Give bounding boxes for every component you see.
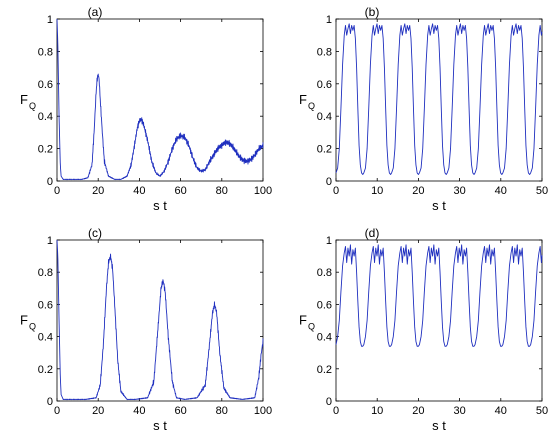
x-tick-label: 10	[371, 405, 383, 417]
y-tick-label: 0.8	[317, 46, 332, 58]
y-tick-label: 1	[47, 14, 53, 26]
y-tick-label: 0.8	[38, 46, 53, 58]
y-tick-label: 0.4	[317, 332, 332, 344]
y-tick-label: 0.2	[38, 364, 53, 376]
y-tick-label: 0.2	[38, 144, 53, 156]
axes-frame	[56, 18, 264, 182]
x-tick-label: 40	[133, 185, 145, 197]
x-tick-label: 0	[333, 405, 339, 417]
y-tick-label: 0.6	[317, 79, 332, 91]
y-axis-label-subscript: Q	[29, 101, 36, 111]
chart-panel-a: 0 20 40 60 80 100 0 0.2 0.4 0.6 0.8 1 s t F Q (a)	[20, 5, 272, 213]
y-tick-label: 0.8	[38, 267, 53, 279]
panel-label: (a)	[88, 5, 103, 19]
x-tick-label: 100	[254, 405, 272, 417]
x-tick-label: 40	[133, 405, 145, 417]
y-axis-label-subscript: Q	[308, 101, 315, 111]
y-axis-label: F	[20, 313, 28, 328]
y-tick-label: 0	[47, 396, 53, 408]
axes-frame	[56, 239, 264, 402]
x-axis-label: s t	[153, 198, 167, 213]
y-tick-label: 0.2	[317, 144, 332, 156]
y-tick-label: 0.6	[38, 299, 53, 311]
y-axis-label: F	[299, 313, 307, 328]
y-tick-label: 0.2	[317, 364, 332, 376]
y-tick-label: 0.4	[317, 111, 332, 123]
x-axis-label: s t	[432, 418, 446, 433]
y-tick-label: 0.4	[38, 111, 53, 123]
x-tick-label: 10	[371, 185, 383, 197]
x-tick-label: 0	[54, 405, 60, 417]
panel-label: (d)	[365, 226, 380, 240]
y-tick-label: 0.4	[38, 332, 53, 344]
x-tick-label: 20	[92, 185, 104, 197]
y-axis-label: F	[20, 92, 28, 107]
panel-label: (b)	[365, 5, 380, 19]
chart-panel-b: 0 10 20 30 40 50 0 0.2 0.4 0.6 0.8 1 s t F Q (b)	[299, 5, 548, 213]
series-line	[335, 23, 543, 175]
y-tick-label: 0	[326, 396, 332, 408]
chart-panel-d: 0 10 20 30 40 50 0 0.2 0.4 0.6 0.8 1 s t F Q (d)	[299, 226, 548, 433]
y-axis-label: F	[299, 92, 307, 107]
x-tick-label: 20	[412, 185, 424, 197]
series-line	[56, 18, 264, 181]
x-axis-label: s t	[432, 198, 446, 213]
y-tick-label: 1	[326, 14, 332, 26]
x-tick-label: 80	[216, 185, 228, 197]
axes-frame	[335, 18, 543, 182]
x-tick-label: 100	[254, 185, 272, 197]
y-tick-label: 0	[47, 176, 53, 188]
y-tick-label: 0.6	[38, 79, 53, 91]
x-tick-label: 0	[54, 185, 60, 197]
x-tick-label: 0	[333, 185, 339, 197]
axes-frame	[335, 239, 543, 402]
y-axis-label-subscript: Q	[308, 322, 315, 332]
y-tick-label: 1	[326, 235, 332, 247]
y-axis-label-subscript: Q	[29, 322, 36, 332]
y-tick-label: 0	[326, 176, 332, 188]
x-tick-label: 20	[412, 405, 424, 417]
x-tick-label: 80	[216, 405, 228, 417]
x-tick-label: 40	[495, 185, 507, 197]
x-tick-label: 40	[495, 405, 507, 417]
y-tick-label: 0.8	[317, 267, 332, 279]
series-line	[335, 244, 543, 347]
x-tick-label: 30	[453, 405, 465, 417]
x-tick-label: 50	[536, 405, 548, 417]
x-tick-label: 30	[453, 185, 465, 197]
y-tick-label: 1	[47, 235, 53, 247]
x-tick-label: 20	[92, 405, 104, 417]
x-tick-label: 60	[174, 185, 186, 197]
series-line	[56, 239, 264, 401]
y-tick-label: 0.6	[317, 299, 332, 311]
x-tick-label: 50	[536, 185, 548, 197]
panel-label: (c)	[88, 226, 102, 240]
x-axis-label: s t	[153, 418, 167, 433]
x-tick-label: 60	[174, 405, 186, 417]
chart-panel-c: 0 20 40 60 80 100 0 0.2 0.4 0.6 0.8 1 s t F Q (c)	[20, 226, 272, 433]
